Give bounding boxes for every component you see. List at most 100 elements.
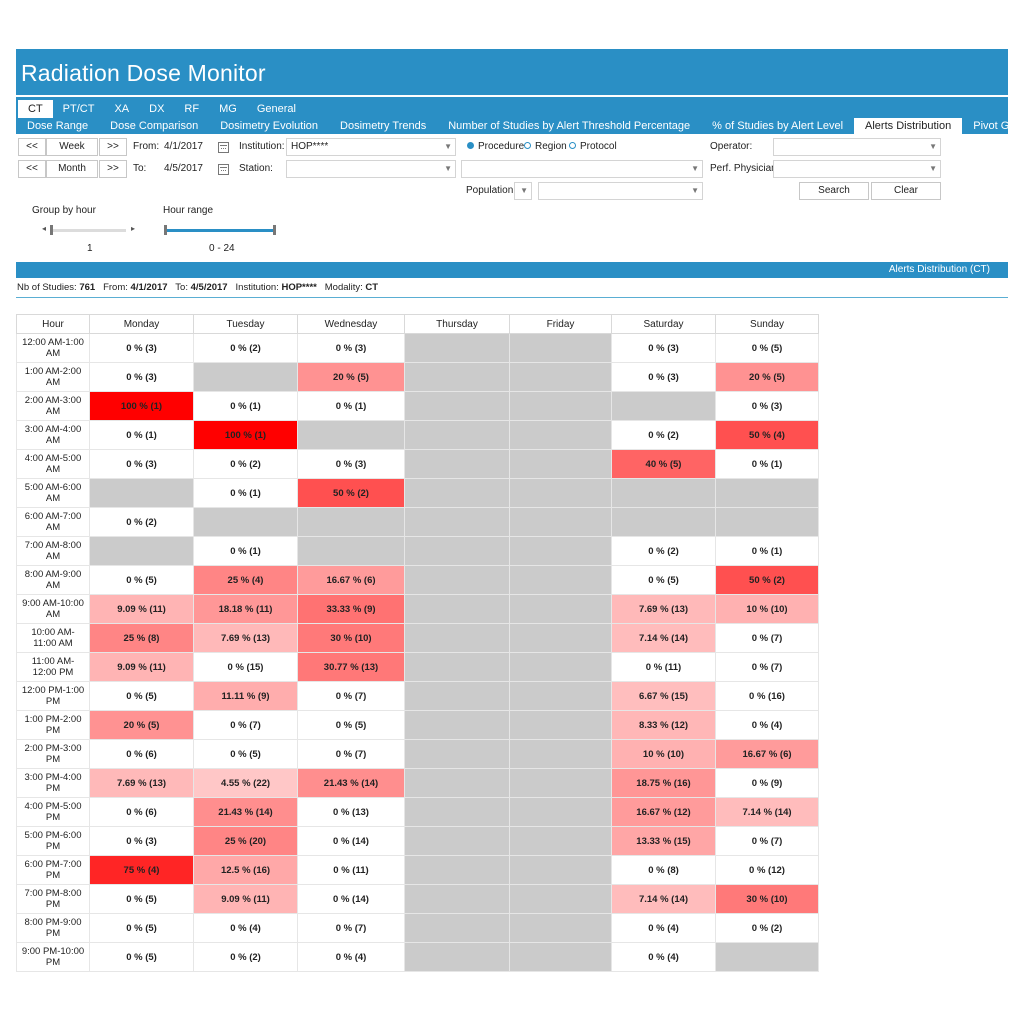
alert-cell: 0 % (5) (89, 681, 194, 711)
alert-cell: 13.33 % (15) (611, 826, 716, 856)
modality-tab-xa[interactable]: XA (114, 103, 130, 115)
station-select[interactable]: ▼ (286, 160, 456, 178)
population-operator-select[interactable]: ▼ (514, 182, 532, 200)
report-tab-of-studies-by-alert-level[interactable]: % of Studies by Alert Level (712, 120, 844, 132)
operator-select[interactable]: ▼ (773, 138, 941, 156)
empty-cell (404, 536, 510, 566)
column-header-thursday: Thursday (404, 314, 510, 334)
month-button[interactable]: Month (46, 160, 98, 178)
empty-cell (509, 797, 612, 827)
table-row: 9:00 PM-10:00 PM 0 % (5) 0 % (2) 0 % (4) 0 %… (16, 942, 819, 972)
empty-cell (89, 536, 194, 566)
modality-tab-ct[interactable]: CT (18, 100, 53, 118)
group-by-hour-slider[interactable] (50, 229, 126, 232)
next-month-button[interactable]: >> (99, 160, 127, 178)
search-button[interactable]: Search (799, 182, 869, 200)
alert-cell: 0 % (3) (89, 362, 194, 392)
hour-cell: 6:00 PM-7:00 PM (16, 855, 90, 885)
next-week-button[interactable]: >> (99, 138, 127, 156)
alert-cell: 10 % (10) (715, 594, 819, 624)
population-label: Population: (466, 185, 517, 196)
table-row: 1:00 PM-2:00 PM 20 % (5) 0 % (7) 0 % (5) 8.3… (16, 710, 819, 740)
empty-cell (611, 391, 716, 421)
modality-tab-mg[interactable]: MG (219, 103, 237, 115)
modality-tab-pt-ct[interactable]: PT/CT (62, 103, 95, 115)
report-tab-dosimetry-evolution[interactable]: Dosimetry Evolution (220, 120, 319, 132)
alert-cell: 0 % (3) (297, 449, 405, 479)
clear-button[interactable]: Clear (871, 182, 941, 200)
modality-tab-dx[interactable]: DX (149, 103, 165, 115)
table-row: 2:00 AM-3:00 AM 100 % (1) 0 % (1) 0 % (1) 0 … (16, 391, 819, 421)
week-button[interactable]: Week (46, 138, 98, 156)
procedure-select[interactable]: ▼ (461, 160, 703, 178)
report-tab-number-of-studies-by-alert-threshold-percentage[interactable]: Number of Studies by Alert Threshold Per… (448, 120, 691, 132)
institution-select[interactable]: HOP**** ▼ (286, 138, 456, 156)
radio-region-label: Region (535, 141, 567, 152)
report-tab-dose-comparison[interactable]: Dose Comparison (110, 120, 199, 132)
column-header-saturday: Saturday (611, 314, 716, 334)
alert-cell: 0 % (7) (297, 739, 405, 769)
prev-month-button[interactable]: << (18, 160, 46, 178)
hour-range-max-thumb[interactable] (273, 225, 276, 235)
prev-week-button[interactable]: << (18, 138, 46, 156)
chevron-left-icon[interactable]: ◂ (42, 224, 47, 233)
from-date-input[interactable]: 4/1/2017 (159, 138, 213, 156)
hour-range-min-thumb[interactable] (164, 225, 167, 235)
hour-range-value: 0 - 24 (209, 243, 235, 254)
calendar-icon[interactable] (218, 142, 229, 153)
alert-cell: 0 % (2) (89, 507, 194, 537)
alert-cell: 16.67 % (6) (715, 739, 819, 769)
calendar-icon[interactable] (218, 164, 229, 175)
institution-value: HOP**** (291, 141, 329, 152)
radio-protocol[interactable] (569, 142, 576, 149)
hour-range-slider[interactable] (166, 229, 274, 232)
alert-cell: 25 % (8) (89, 623, 194, 653)
radio-procedure[interactable] (467, 142, 474, 149)
report-tab-pivot-grid[interactable]: Pivot Grid (973, 120, 1022, 132)
empty-cell (509, 391, 612, 421)
empty-cell (404, 420, 510, 450)
hour-cell: 5:00 AM-6:00 AM (16, 478, 90, 508)
table-row: 8:00 PM-9:00 PM 0 % (5) 0 % (4) 0 % (7) 0 % … (16, 913, 819, 943)
alert-cell: 0 % (5) (611, 565, 716, 595)
alert-cell: 9.09 % (11) (89, 594, 194, 624)
alert-cell: 0 % (4) (193, 913, 298, 943)
report-tab-alerts-distribution[interactable]: Alerts Distribution (854, 118, 963, 134)
alert-cell: 7.14 % (14) (611, 884, 716, 914)
radio-region[interactable] (524, 142, 531, 149)
report-tab-bar: Dose Range Dose Comparison Dosimetry Evolu… (16, 118, 1022, 134)
table-row: 7:00 PM-8:00 PM 0 % (5) 9.09 % (11) 0 % (14… (16, 884, 819, 914)
table-row: 2:00 PM-3:00 PM 0 % (6) 0 % (5) 0 % (7) 10 %… (16, 739, 819, 769)
alert-cell: 0 % (13) (297, 797, 405, 827)
empty-cell (297, 507, 405, 537)
to-date-input[interactable]: 4/5/2017 (159, 160, 213, 178)
report-tab-dosimetry-trends[interactable]: Dosimetry Trends (340, 120, 427, 132)
app-title: Radiation Dose Monitor (16, 49, 1008, 95)
alert-cell: 0 % (3) (89, 333, 194, 363)
studies-value: 761 (79, 282, 96, 293)
alert-cell: 0 % (7) (297, 681, 405, 711)
empty-cell (509, 478, 612, 508)
alert-cell: 0 % (15) (193, 652, 298, 682)
alert-cell: 0 % (12) (715, 855, 819, 885)
empty-cell (509, 855, 612, 885)
alert-cell: 0 % (3) (89, 449, 194, 479)
physician-select[interactable]: ▼ (773, 160, 941, 178)
alert-cell: 0 % (1) (89, 420, 194, 450)
alert-cell: 0 % (1) (715, 449, 819, 479)
group-by-hour-thumb[interactable] (50, 225, 53, 235)
table-row: 5:00 PM-6:00 PM 0 % (3) 25 % (20) 0 % (14) 1… (16, 826, 819, 856)
alert-cell: 0 % (16) (715, 681, 819, 711)
table-row: 12:00 AM-1:00 AM 0 % (3) 0 % (2) 0 % (3) 0 %… (16, 333, 819, 363)
chevron-right-icon[interactable]: ▸ (131, 224, 136, 233)
population-select[interactable]: ▼ (538, 182, 703, 200)
table-row: 12:00 PM-1:00 PM 0 % (5) 11.11 % (9) 0 % (7… (16, 681, 819, 711)
report-tab-dose-range[interactable]: Dose Range (27, 120, 89, 132)
alert-cell: 20 % (5) (89, 710, 194, 740)
summary-institution-value: HOP**** (281, 282, 317, 293)
alert-cell: 9.09 % (11) (193, 884, 298, 914)
chevron-down-icon: ▼ (520, 186, 528, 195)
empty-cell (404, 710, 510, 740)
modality-tab-rf[interactable]: RF (184, 103, 200, 115)
modality-tab-general[interactable]: General (256, 103, 296, 115)
